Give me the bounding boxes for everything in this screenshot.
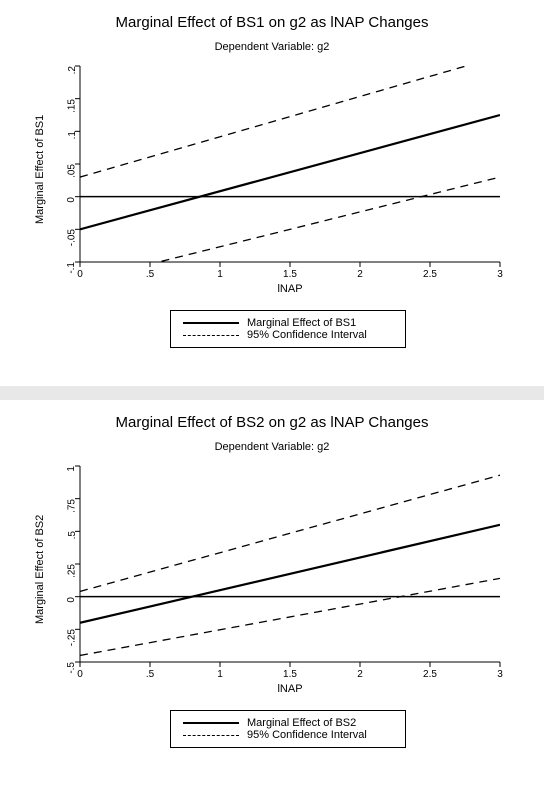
y-tick-label: .05 bbox=[67, 164, 78, 178]
x-tick-label: 3 bbox=[497, 269, 503, 280]
x-tick-label: 2.5 bbox=[423, 269, 437, 280]
x-tick-label: .5 bbox=[146, 669, 154, 680]
chart-panel-1: Marginal Effect of BS2 on g2 as lNAP Cha… bbox=[0, 400, 544, 786]
chart-panel-0: Marginal Effect of BS1 on g2 as lNAP Cha… bbox=[0, 0, 544, 386]
x-tick-label: 3 bbox=[497, 669, 503, 680]
legend: Marginal Effect of BS295% Confidence Int… bbox=[170, 710, 406, 748]
y-tick-label: .75 bbox=[67, 499, 78, 513]
x-axis-label: lNAP bbox=[80, 283, 500, 295]
x-tick-label: .5 bbox=[146, 269, 154, 280]
y-tick-label: 1 bbox=[67, 466, 78, 472]
legend-item: Marginal Effect of BS1 bbox=[183, 317, 393, 329]
legend-line-sample bbox=[183, 335, 239, 336]
x-tick-label: 1.5 bbox=[283, 669, 297, 680]
y-tick-label: 0 bbox=[67, 197, 78, 203]
x-tick-label: 2 bbox=[357, 269, 363, 280]
plot-area: 0.511.522.53-.1-.050.05.1.15.2lNAPMargin… bbox=[80, 66, 500, 262]
legend-item: 95% Confidence Interval bbox=[183, 729, 393, 741]
y-tick-label: 0 bbox=[67, 597, 78, 603]
x-tick-label: 0 bbox=[77, 269, 83, 280]
chart-title: Marginal Effect of BS1 on g2 as lNAP Cha… bbox=[0, 0, 544, 31]
legend-item: Marginal Effect of BS2 bbox=[183, 717, 393, 729]
y-axis-label: Marginal Effect of BS2 bbox=[34, 515, 46, 624]
legend: Marginal Effect of BS195% Confidence Int… bbox=[170, 310, 406, 348]
y-tick-label: -.25 bbox=[67, 629, 78, 646]
legend-label: 95% Confidence Interval bbox=[247, 729, 367, 741]
x-tick-label: 0 bbox=[77, 669, 83, 680]
y-tick-label: -.05 bbox=[67, 229, 78, 246]
legend-line-sample bbox=[183, 322, 239, 324]
plot-area: 0.511.522.53-.5-.250.25.5.751lNAPMargina… bbox=[80, 466, 500, 662]
x-tick-label: 1 bbox=[217, 669, 223, 680]
y-tick-label: -.5 bbox=[67, 662, 78, 674]
legend-label: 95% Confidence Interval bbox=[247, 329, 367, 341]
chart-subtitle: Dependent Variable: g2 bbox=[0, 431, 544, 453]
y-tick-label: .25 bbox=[67, 564, 78, 578]
legend-line-sample bbox=[183, 722, 239, 724]
y-tick-label: .2 bbox=[67, 66, 78, 74]
y-tick-label: .5 bbox=[67, 531, 78, 539]
panel-gap bbox=[0, 386, 544, 400]
legend-line-sample bbox=[183, 735, 239, 736]
x-tick-label: 2.5 bbox=[423, 669, 437, 680]
legend-item: 95% Confidence Interval bbox=[183, 329, 393, 341]
chart-subtitle: Dependent Variable: g2 bbox=[0, 31, 544, 53]
y-tick-label: -.1 bbox=[67, 262, 78, 274]
x-tick-label: 1 bbox=[217, 269, 223, 280]
legend-label: Marginal Effect of BS1 bbox=[247, 317, 356, 329]
x-axis-label: lNAP bbox=[80, 683, 500, 695]
y-tick-label: .1 bbox=[67, 131, 78, 139]
y-tick-label: .15 bbox=[67, 99, 78, 113]
legend-label: Marginal Effect of BS2 bbox=[247, 717, 356, 729]
y-axis-label: Marginal Effect of BS1 bbox=[34, 115, 46, 224]
chart-title: Marginal Effect of BS2 on g2 as lNAP Cha… bbox=[0, 400, 544, 431]
x-tick-label: 2 bbox=[357, 669, 363, 680]
x-tick-label: 1.5 bbox=[283, 269, 297, 280]
